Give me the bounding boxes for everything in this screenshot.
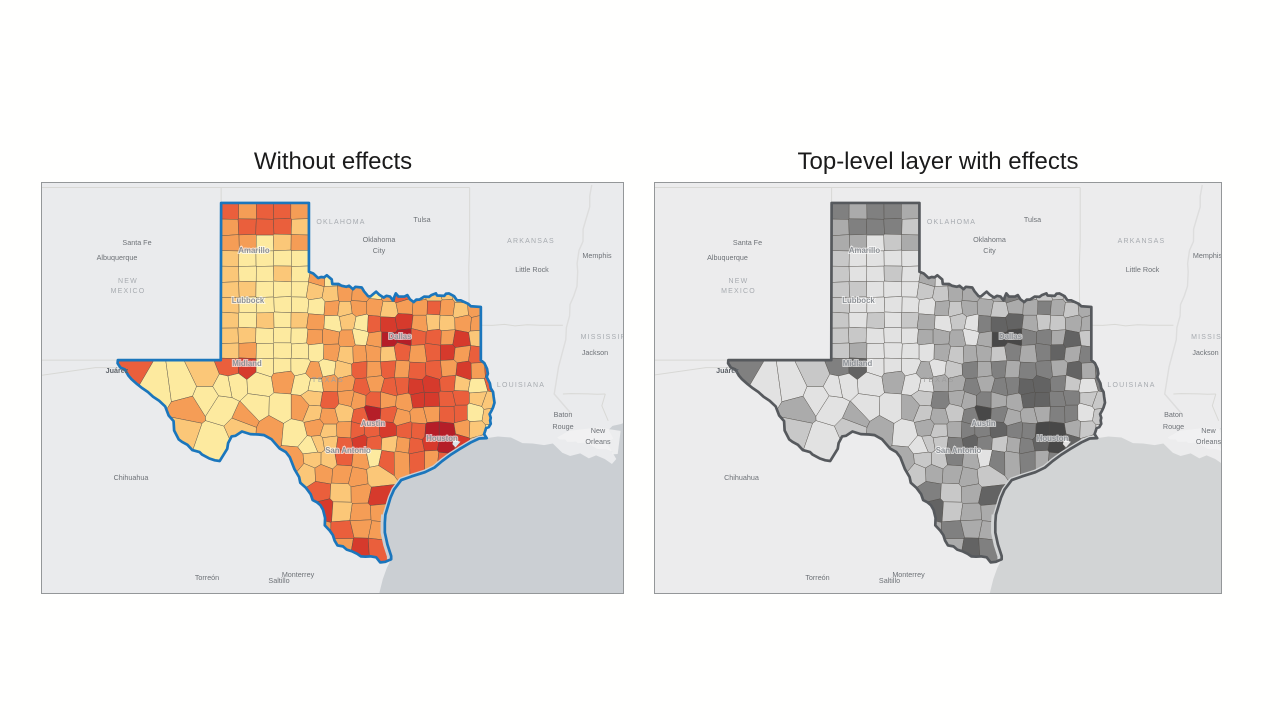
svg-text:Memphis: Memphis [1193, 251, 1221, 260]
svg-text:San Antonio: San Antonio [325, 446, 371, 455]
svg-text:MEXICO: MEXICO [721, 288, 756, 295]
svg-text:Dallas: Dallas [999, 332, 1023, 341]
svg-text:Baton: Baton [1164, 410, 1183, 419]
svg-text:MEXICO: MEXICO [111, 288, 146, 295]
svg-text:Little Rock: Little Rock [1126, 265, 1160, 274]
svg-text:Saltillo: Saltillo [268, 576, 289, 585]
svg-text:MISSISSIPPI: MISSISSIPPI [581, 334, 623, 341]
svg-text:Rouge: Rouge [552, 422, 573, 431]
svg-text:OKLAHOMA: OKLAHOMA [316, 219, 365, 226]
svg-text:NEW: NEW [118, 278, 138, 285]
svg-text:ARKANSAS: ARKANSAS [1118, 238, 1166, 245]
svg-text:Amarillo: Amarillo [849, 246, 880, 255]
svg-text:Jackson: Jackson [582, 348, 608, 357]
svg-text:Amarillo: Amarillo [238, 246, 269, 255]
svg-text:Lubbock: Lubbock [842, 296, 875, 305]
svg-text:NEW: NEW [729, 278, 749, 285]
svg-text:Saltillo: Saltillo [879, 576, 900, 585]
svg-text:Houston: Houston [426, 434, 458, 443]
svg-text:New: New [591, 426, 606, 435]
svg-text:Chihuahua: Chihuahua [724, 473, 759, 482]
svg-text:Dallas: Dallas [999, 332, 1023, 341]
svg-text:Amarillo: Amarillo [238, 246, 269, 255]
svg-text:Midland: Midland [232, 359, 262, 368]
svg-text:Orleans: Orleans [585, 437, 611, 446]
svg-text:Lubbock: Lubbock [842, 296, 875, 305]
svg-text:Oklahoma: Oklahoma [363, 235, 396, 244]
svg-text:Memphis: Memphis [582, 251, 612, 260]
svg-text:Monterrey: Monterrey [892, 570, 925, 579]
svg-text:LOUISIANA: LOUISIANA [497, 382, 545, 389]
svg-text:Lubbock: Lubbock [232, 296, 265, 305]
svg-text:TEXAS: TEXAS [922, 375, 955, 384]
svg-text:MISSISSIPPI: MISSISSIPPI [1191, 334, 1221, 341]
svg-text:Austin: Austin [971, 419, 995, 428]
svg-text:Santa Fe: Santa Fe [733, 238, 762, 247]
svg-text:Midland: Midland [843, 359, 873, 368]
svg-text:Dallas: Dallas [389, 332, 413, 341]
svg-text:San Antonio: San Antonio [936, 446, 982, 455]
svg-text:City: City [373, 246, 386, 255]
svg-text:Lubbock: Lubbock [232, 296, 265, 305]
svg-text:Juárez: Juárez [716, 366, 739, 375]
svg-text:Houston: Houston [1037, 434, 1069, 443]
svg-text:Monterrey: Monterrey [282, 570, 315, 579]
svg-text:Houston: Houston [426, 434, 458, 443]
svg-text:City: City [983, 246, 996, 255]
svg-text:ARKANSAS: ARKANSAS [507, 238, 555, 245]
svg-text:Torreón: Torreón [195, 573, 219, 582]
svg-text:Chihuahua: Chihuahua [114, 473, 149, 482]
svg-text:San Antonio: San Antonio [325, 446, 371, 455]
svg-text:New: New [1201, 426, 1216, 435]
svg-text:Torreón: Torreón [805, 573, 829, 582]
svg-text:Baton: Baton [554, 410, 573, 419]
svg-text:Austin: Austin [361, 419, 385, 428]
svg-text:Jackson: Jackson [1192, 348, 1218, 357]
svg-text:Austin: Austin [971, 419, 995, 428]
svg-text:Tulsa: Tulsa [413, 215, 430, 224]
svg-text:Midland: Midland [843, 359, 873, 368]
svg-text:Austin: Austin [361, 419, 385, 428]
svg-text:OKLAHOMA: OKLAHOMA [927, 219, 976, 226]
svg-text:Dallas: Dallas [389, 332, 413, 341]
svg-text:Amarillo: Amarillo [849, 246, 880, 255]
svg-text:Little Rock: Little Rock [515, 265, 549, 274]
svg-text:Midland: Midland [232, 359, 262, 368]
svg-text:Orleans: Orleans [1196, 437, 1221, 446]
svg-text:TEXAS: TEXAS [312, 375, 345, 384]
svg-text:Tulsa: Tulsa [1024, 215, 1041, 224]
svg-text:Rouge: Rouge [1163, 422, 1184, 431]
svg-text:Juárez: Juárez [106, 366, 129, 375]
svg-text:Oklahoma: Oklahoma [973, 235, 1006, 244]
svg-text:San Antonio: San Antonio [936, 446, 982, 455]
svg-text:Santa Fe: Santa Fe [122, 238, 151, 247]
svg-text:Houston: Houston [1037, 434, 1069, 443]
svg-text:Albuquerque: Albuquerque [97, 253, 138, 262]
svg-text:Albuquerque: Albuquerque [707, 253, 748, 262]
svg-text:LOUISIANA: LOUISIANA [1107, 382, 1155, 389]
